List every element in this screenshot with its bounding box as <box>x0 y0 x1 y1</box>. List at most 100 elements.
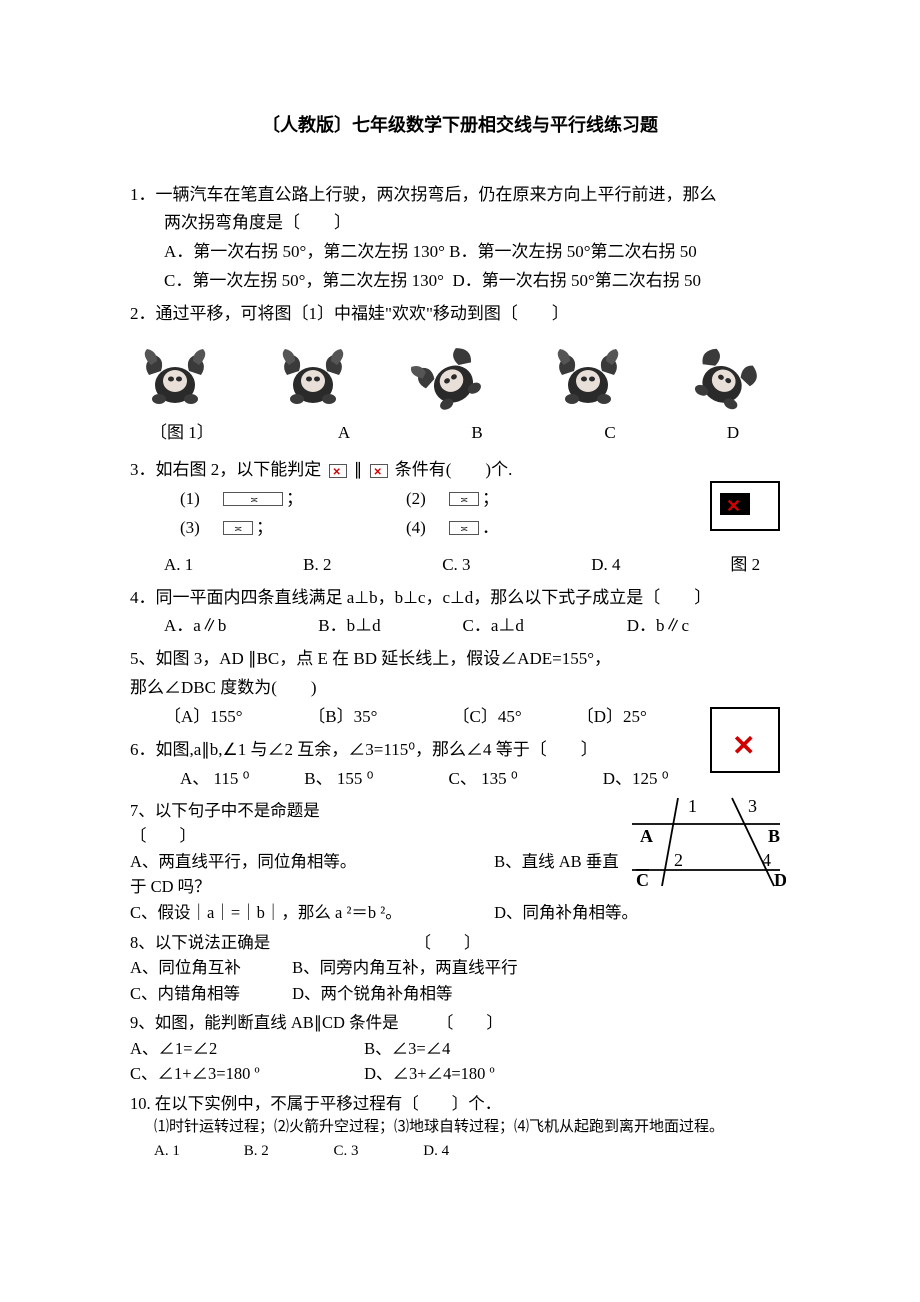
label-d: D <box>678 419 788 448</box>
q9-opt-a: A、∠1=∠2 <box>130 1036 360 1062</box>
q7-opt-d: D、同角补角相等。 <box>494 903 638 922</box>
q4-opt-d: D．b∥c <box>627 612 689 641</box>
q10-stem: 10. 在以下实例中，不属于平移过程有〔 〕个． <box>130 1091 790 1117</box>
q10-opt-c: C. 3 <box>334 1140 420 1163</box>
q3-cond-row1: (1) ； (2) ； <box>130 485 710 514</box>
svg-text:4: 4 <box>762 850 771 870</box>
q3-opt-c: C. 3 <box>442 551 591 580</box>
q5-opt-c: 〔C〕45° <box>453 703 573 732</box>
page-title: 〔人教版〕七年级数学下册相交线与平行线练习题 <box>130 110 790 141</box>
q3-c6: ； <box>256 514 296 543</box>
figure-6-broken <box>710 707 780 773</box>
q6-stem: 6．如图,a∥b,∠1 与∠2 互余，∠3=115⁰，那么∠4 等于〔 〕 <box>130 736 790 765</box>
q9-opt-c: C、∠1+∠3=180 º <box>130 1061 360 1087</box>
q7-paren: 〔 〕 <box>130 826 196 845</box>
q7-stem: 7、以下句子中不是命题是 <box>130 801 320 820</box>
q1-opt-d: D．第一次右拐 50°第二次右拐 50 <box>452 271 701 290</box>
q4-stem: 4．同一平面内四条直线满足 a⊥b，b⊥c，c⊥d，那么以下式子成立是〔 〕 <box>130 584 790 613</box>
q9-opt-b: B、∠3=∠4 <box>364 1039 450 1058</box>
q5-opt-a: 〔A〕155° <box>164 703 304 732</box>
q3-c8: ． <box>482 514 499 543</box>
q5-opt-b: 〔B〕35° <box>308 703 448 732</box>
q7-row-cd: C、假设｜a｜=｜b｜，那么 a ²＝b ²。 D、同角补角相等。 <box>130 900 790 926</box>
q3-c5: (3) <box>180 514 220 543</box>
question-8: 8、以下说法正确是 〔 〕 A、同位角互补 B、同旁内角互补，两直线平行 C、内… <box>130 930 790 1007</box>
q10-options: A. 1 B. 2 C. 3 D. 4 <box>130 1140 790 1163</box>
svg-text:D: D <box>774 870 786 890</box>
question-10: 10. 在以下实例中，不属于平移过程有〔 〕个． ⑴时针运转过程；⑵火箭升空过程… <box>130 1091 790 1163</box>
q10-opt-a: A. 1 <box>154 1140 240 1163</box>
q8-opt-a: A、同位角互补 <box>130 955 288 981</box>
svg-text:B: B <box>768 826 780 846</box>
q8-row-cd: C、内错角相等 D、两个锐角补角相等 <box>130 981 790 1007</box>
fuwa-label-row: 〔图 1〕 A B C D <box>130 419 790 448</box>
broken-image-icon <box>370 464 388 478</box>
q6-opt-a: A、 115 ⁰ <box>180 765 300 794</box>
q3-c7: (4) <box>406 514 446 543</box>
q5-options: 〔A〕155° 〔B〕35° 〔C〕45° 〔D〕25° <box>130 703 790 732</box>
q1-opt-b: B．第一次左拐 50°第二次右拐 50 <box>449 242 697 261</box>
q3-opt-d: D. 4 <box>591 551 730 580</box>
q5-stem: 5、如图 3，AD ∥BC，点 E 在 BD 延长线上，假设∠ADE=155°， <box>130 645 790 674</box>
question-2: 2．通过平移，可将图〔1〕中福娃"欢欢"移动到图〔 〕 〔图 1〕 A B C … <box>130 300 790 448</box>
q3-figcap: 图 2 <box>730 551 790 580</box>
q4-opt-a: A．a∥b <box>164 612 314 641</box>
q3-options: A. 1 B. 2 C. 3 D. 4 图 2 <box>130 551 790 580</box>
q1-row-cd: C．第一次左拐 50°，第二次左拐 130° D．第一次右拐 50°第二次右拐 … <box>130 267 790 296</box>
question-9: 9、如图，能判断直线 AB∥CD 条件是 〔 〕 A、∠1=∠2 B、∠3=∠4… <box>130 1010 790 1087</box>
q9-stem-row: 9、如图，能判断直线 AB∥CD 条件是 〔 〕 <box>130 1010 790 1036</box>
q3-stem-a: 3．如右图 2，以下能判定 <box>130 460 321 479</box>
q8-row-ab: A、同位角互补 B、同旁内角互补，两直线平行 <box>130 955 790 981</box>
label-b: B <box>412 419 542 448</box>
q3-c2: ； <box>286 485 326 514</box>
q3-stem-c: 条件有( )个. <box>395 460 513 479</box>
q9-opt-d: D、∠3+∠4=180 º <box>364 1064 495 1083</box>
q4-options: A．a∥b B．b⊥d C．a⊥d D．b∥c <box>130 612 790 641</box>
q8-paren: 〔 〕 <box>415 933 481 952</box>
figure-9: 1 3 A B C 2 4 D <box>626 794 786 890</box>
question-3: 3．如右图 2，以下能判定 ∥ 条件有( )个. (1) ； (2) ； (3)… <box>130 456 790 580</box>
q6-options: A、 115 ⁰ B、 155 ⁰ C、 135 ⁰ D、125 ⁰ <box>130 765 790 794</box>
q3-stem-line: 3．如右图 2，以下能判定 ∥ 条件有( )个. <box>130 456 790 485</box>
fuwa-opt-d <box>680 343 770 413</box>
q9-row-ab: A、∠1=∠2 B、∠3=∠4 <box>130 1036 790 1062</box>
q3-opt-a: A. 1 <box>164 551 303 580</box>
question-5: 5、如图 3，AD ∥BC，点 E 在 BD 延长线上，假设∠ADE=155°，… <box>130 645 790 732</box>
broken-image-icon <box>449 492 479 506</box>
svg-text:A: A <box>640 826 653 846</box>
q10-opt-b: B. 2 <box>244 1140 330 1163</box>
broken-image-icon <box>223 521 253 535</box>
label-c: C <box>542 419 678 448</box>
q3-c4: ； <box>482 485 499 514</box>
q1-row-ab: A．第一次右拐 50°，第二次左拐 130° B．第一次左拐 50°第二次右拐 … <box>130 238 790 267</box>
q8-stem: 8、以下说法正确是 <box>130 933 270 952</box>
q1-stem2: 两次拐弯角度是〔 〕 <box>130 209 790 238</box>
q5-opt-d: 〔D〕25° <box>577 703 647 732</box>
q8-stem-row: 8、以下说法正确是 〔 〕 <box>130 930 790 956</box>
q3-c1: (1) <box>180 485 220 514</box>
q3-c3: (2) <box>406 485 446 514</box>
q1-stem: 1．一辆汽车在笔直公路上行驶，两次拐弯后，仍在原来方向上平行前进，那么 <box>130 181 790 210</box>
q10-sub: ⑴时针运转过程；⑵火箭升空过程；⑶地球自转过程；⑷飞机从起跑到离开地面过程。 <box>130 1116 790 1139</box>
q6-opt-d: D、125 ⁰ <box>603 765 669 794</box>
q3-opt-b: B. 2 <box>303 551 442 580</box>
q2-stem: 2．通过平移，可将图〔1〕中福娃"欢欢"移动到图〔 〕 <box>130 300 790 329</box>
q9-stem: 9、如图，能判断直线 AB∥CD 条件是 <box>130 1013 399 1032</box>
svg-text:2: 2 <box>674 850 683 870</box>
question-6: 6．如图,a∥b,∠1 与∠2 互余，∠3=115⁰，那么∠4 等于〔 〕 A、… <box>130 736 790 794</box>
q9-paren: 〔 〕 <box>437 1013 503 1032</box>
svg-text:3: 3 <box>748 796 757 816</box>
q5-stem2: 那么∠DBC 度数为( ) <box>130 674 790 703</box>
q8-opt-d: D、两个锐角补角相等 <box>292 984 452 1003</box>
fuwa-opt-b <box>405 343 495 413</box>
q6-opt-b: B、 155 ⁰ <box>304 765 444 794</box>
question-4: 4．同一平面内四条直线满足 a⊥b，b⊥c，c⊥d，那么以下式子成立是〔 〕 A… <box>130 584 790 642</box>
fuwa-opt-c <box>543 343 633 413</box>
q4-opt-b: B．b⊥d <box>318 612 458 641</box>
broken-image-icon <box>329 464 347 478</box>
q8-opt-c: C、内错角相等 <box>130 981 288 1007</box>
label-fig1: 〔图 1〕 <box>150 419 276 448</box>
q1-opt-a: A．第一次右拐 50°，第二次左拐 130° <box>164 242 445 261</box>
broken-image-icon <box>223 492 283 506</box>
q3-cond-row2: (3) ； (4) ． <box>130 514 710 543</box>
